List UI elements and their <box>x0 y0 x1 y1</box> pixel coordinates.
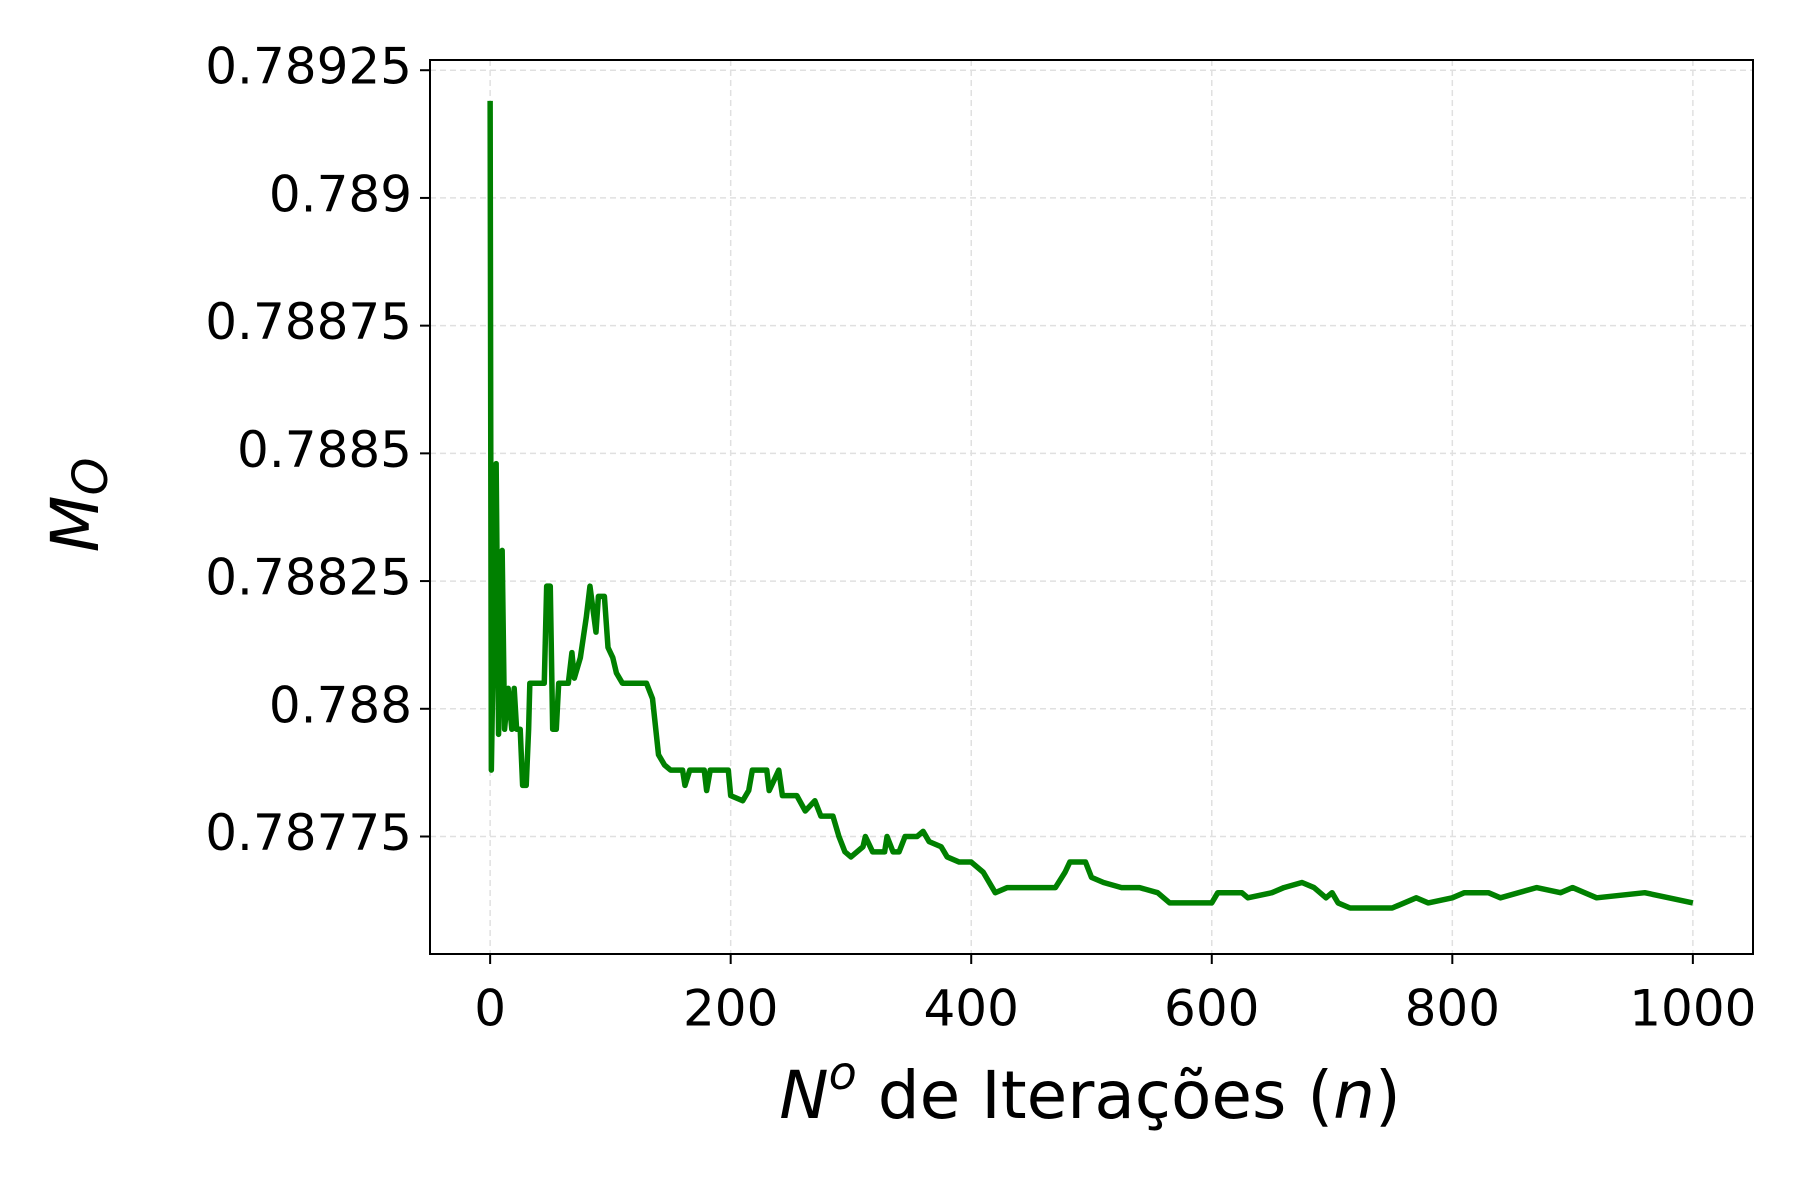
y-tick-label: 0.78875 <box>205 293 412 351</box>
y-tick-label: 0.78825 <box>205 549 412 607</box>
y-tick-label: 0.788 <box>269 676 412 734</box>
y-tick-label: 0.7885 <box>237 421 412 479</box>
x-label-part: n <box>1333 1057 1375 1134</box>
x-label-part: o <box>829 1046 857 1100</box>
x-tick-label: 800 <box>1405 980 1500 1038</box>
y-tick-label: 0.78775 <box>205 804 412 862</box>
x-axis-label: No de Iterações (n) <box>779 1046 1401 1135</box>
y-tick-label: 0.78925 <box>205 38 412 96</box>
x-tick-label: 200 <box>683 980 778 1038</box>
y-label-part: M <box>37 495 114 552</box>
x-tick-label: 1000 <box>1629 980 1756 1038</box>
data-line <box>487 100 1694 911</box>
x-label-part: N <box>779 1057 828 1134</box>
x-label-part: ) <box>1375 1057 1401 1134</box>
x-tick-label: 400 <box>924 980 1019 1038</box>
plot-frame <box>429 59 1754 955</box>
x-label-part: de Iterações ( <box>857 1057 1333 1134</box>
y-axis-label: MO <box>37 458 119 553</box>
y-label-part: O <box>63 458 119 496</box>
y-tick-label: 0.789 <box>269 165 412 223</box>
x-tick-label: 600 <box>1164 980 1259 1038</box>
x-tick-label: 0 <box>474 980 506 1038</box>
